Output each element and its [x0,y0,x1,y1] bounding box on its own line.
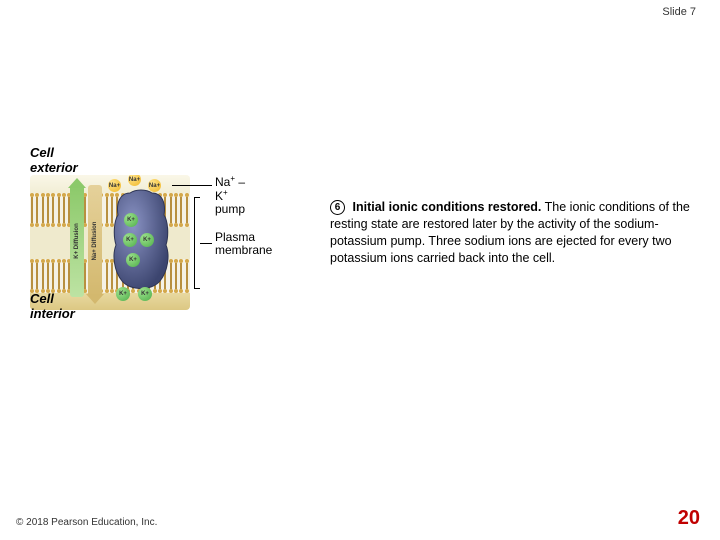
k-ion: K+ [138,287,152,301]
copyright: © 2018 Pearson Education, Inc. [16,517,157,528]
k-ion: K+ [123,233,137,247]
k-ion: K+ [126,253,140,267]
k-ion: K+ [124,213,138,227]
na-diffusion-label: Na+ Diffusion [92,222,98,261]
slide-number: Slide 7 [662,6,696,18]
na-diffusion-arrow: Na+ Diffusion [88,185,102,297]
k-ion: K+ [140,233,154,247]
membrane-diagram: K+ Diffusion Na+ Diffusion Na+ [30,175,190,310]
step-title: Initial ionic conditions restored. [352,200,541,214]
membrane-callout: Plasma membrane [215,231,272,257]
diagram-wrapper: Cell exterior K+ Diffusion Na+ Diffusion [30,175,220,310]
page-number: 20 [678,507,700,530]
cell-interior-label: Cell interior [30,291,75,321]
leader-line [172,185,212,186]
k-diffusion-arrow: K+ Diffusion [70,185,84,297]
na-ion: Na+ [148,179,161,192]
step-number-circle: 6 [330,200,345,215]
k-diffusion-label: K+ Diffusion [74,223,80,259]
k-ion: K+ [116,287,130,301]
step-text: 6 Initial ionic conditions restored. The… [220,175,700,310]
leader-line [200,243,212,244]
content-area: Cell exterior K+ Diffusion Na+ Diffusion [30,175,700,310]
pump-callout: Na+ – K+ pump [215,175,245,217]
na-ion: Na+ [108,179,121,192]
cell-exterior-label: Cell exterior [30,145,78,175]
